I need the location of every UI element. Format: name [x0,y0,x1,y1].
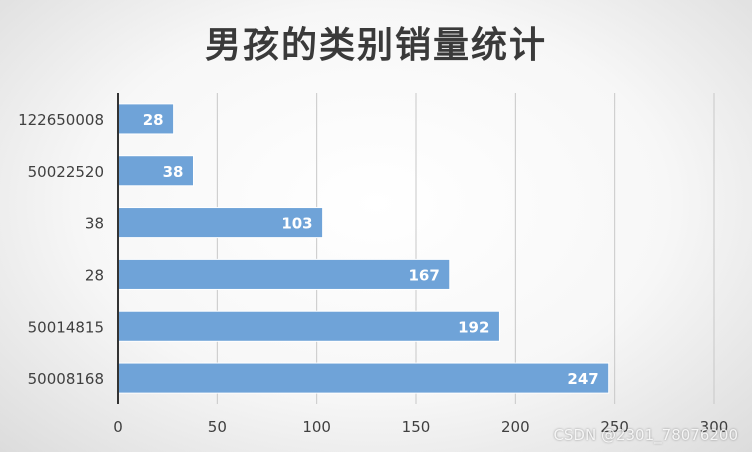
chart-title: 男孩的类别销量统计 [204,25,547,66]
bar [117,207,324,239]
bar [117,258,451,290]
y-tick-label: 50014815 [28,318,104,336]
data-labels: 247 192 167 103 38 28 [143,111,599,388]
x-tick-label: 250 [600,418,629,436]
x-tick-label: 150 [402,418,431,436]
bar [117,362,610,394]
y-tick-label: 38 [85,215,104,233]
x-tick-label: 100 [302,418,331,436]
y-tick-label: 28 [85,266,104,284]
data-label: 167 [408,266,439,284]
data-label: 192 [458,318,489,336]
bars [117,103,610,394]
data-label: 28 [143,111,164,129]
x-tick-label: 200 [501,418,530,436]
x-tick-label: 0 [113,418,123,436]
bar [117,103,175,135]
data-label: 103 [281,215,312,233]
y-tick-label: 122650008 [18,111,104,129]
data-label: 247 [567,370,598,388]
y-tick-label: 50022520 [28,163,104,181]
y-tick-label: 50008168 [28,370,104,388]
x-tick-labels: 0 50 100 150 200 250 300 [113,418,728,436]
y-tick-labels: 50008168 50014815 28 38 50022520 122650008 [18,111,104,388]
x-tick-label: 300 [700,418,729,436]
watermark: CSDN @2301_78076200 [553,426,738,444]
bar [117,310,500,342]
gridlines [216,93,715,404]
data-label: 38 [163,163,184,181]
x-tick-label: 50 [208,418,227,436]
